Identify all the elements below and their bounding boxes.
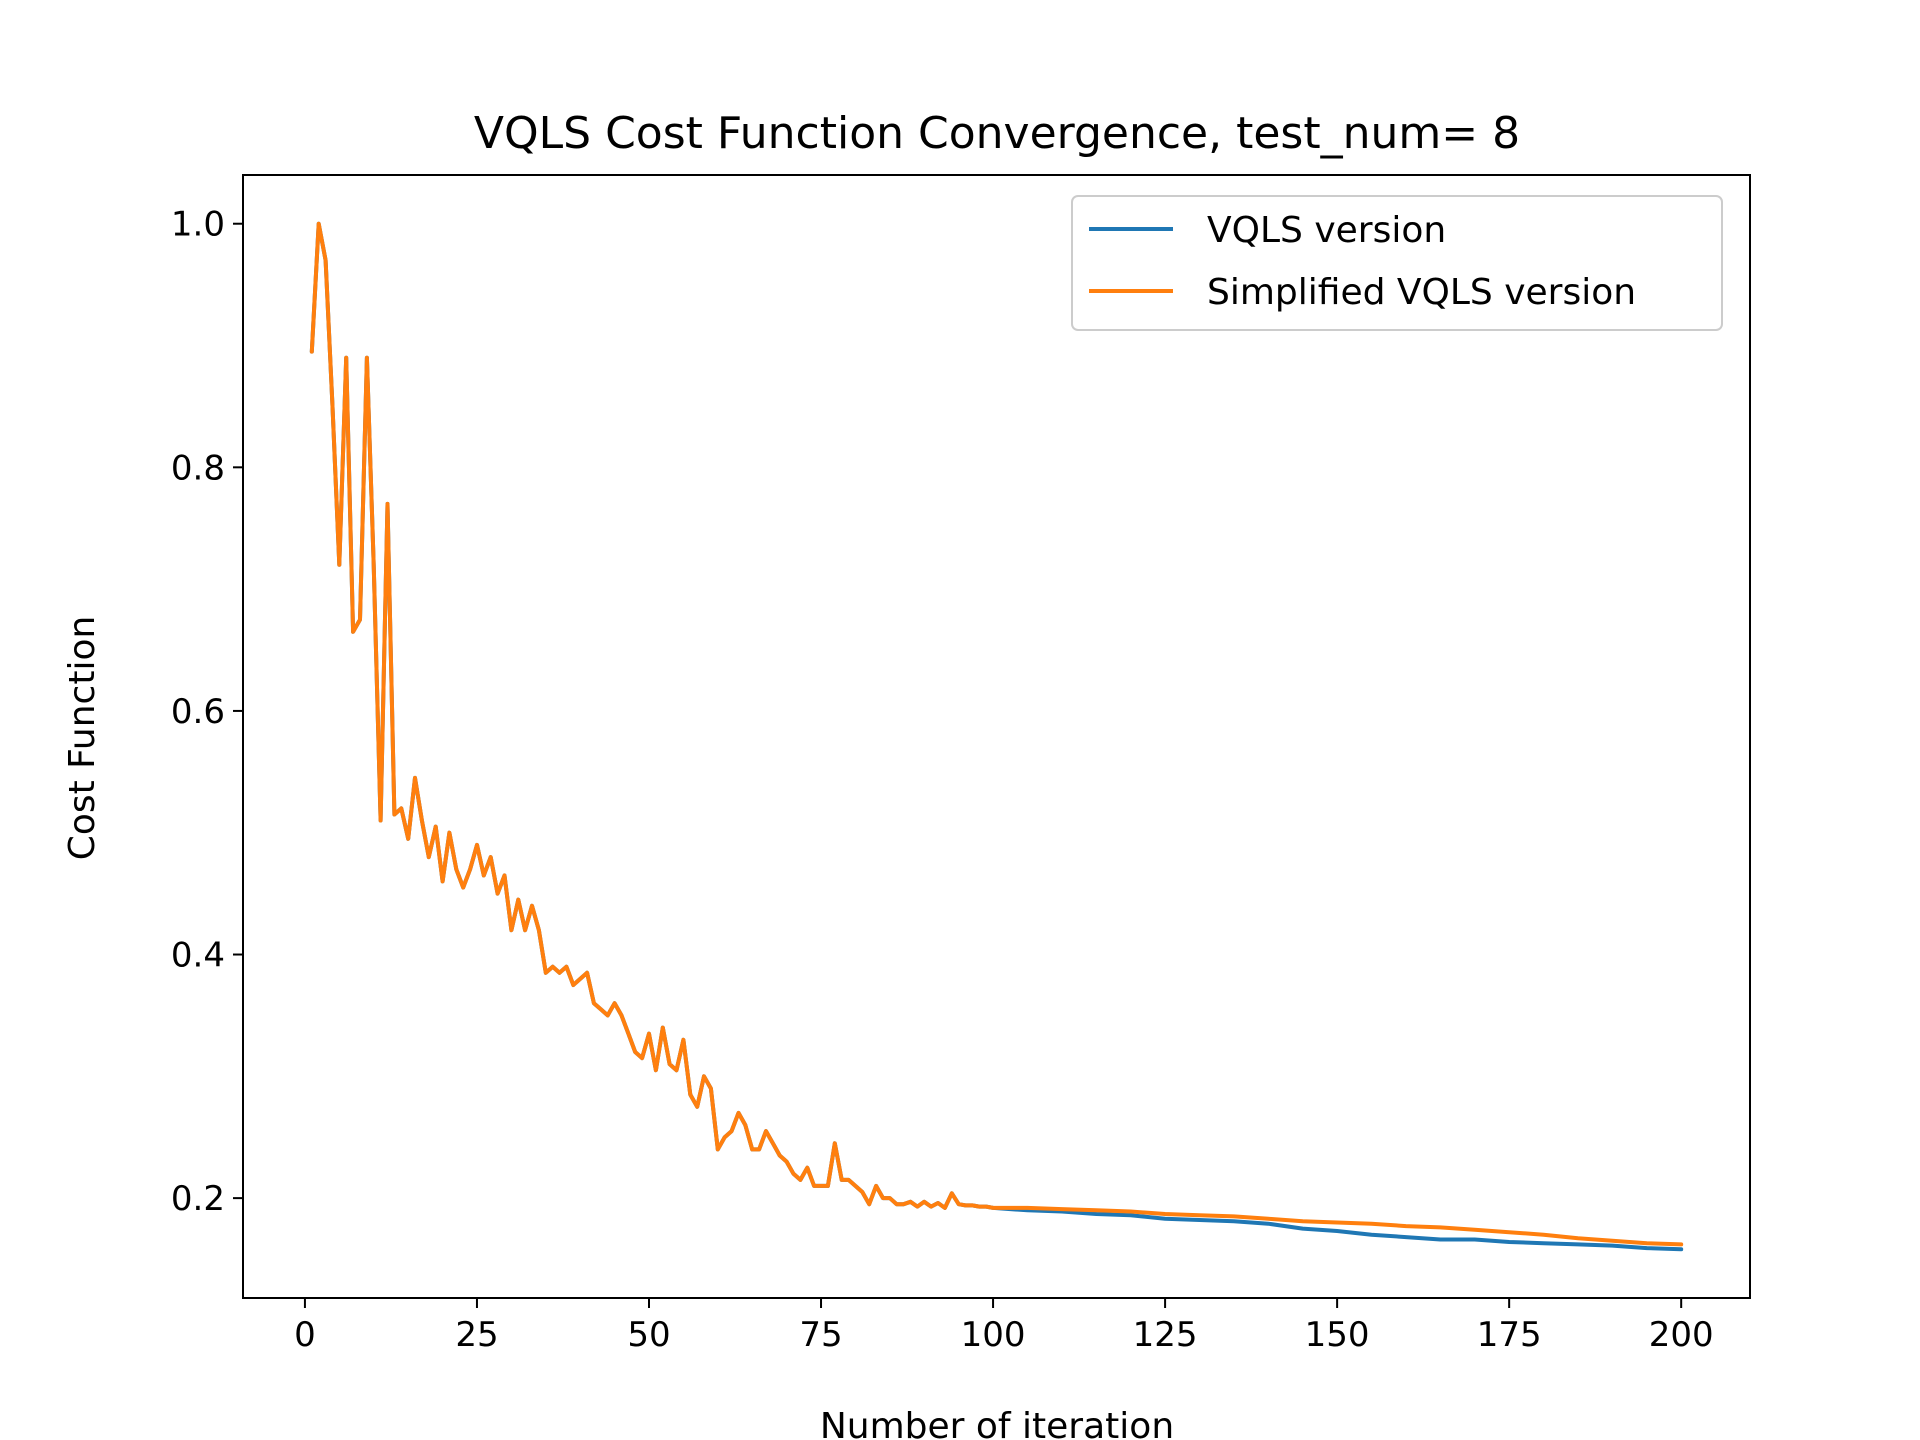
y-tick-label: 0.6 [171, 692, 225, 732]
series-layer [309, 221, 1684, 1252]
legend: VQLS version Simplified VQLS version [1071, 195, 1723, 331]
x-tick-label: 0 [294, 1315, 316, 1355]
y-tick-label: 0.2 [171, 1179, 225, 1219]
x-tick-label: 125 [1133, 1315, 1198, 1355]
x-tick-label: 200 [1649, 1315, 1714, 1355]
chart-title: VQLS Cost Function Convergence, test_num… [474, 108, 1520, 159]
x-tick-label: 25 [455, 1315, 498, 1355]
y-axis-label: Cost Function [62, 616, 103, 861]
y-tick-label: 1.0 [171, 205, 225, 245]
x-tick-label: 50 [627, 1315, 670, 1355]
plot-frame [242, 174, 1751, 1299]
legend-label-1: VQLS version [1207, 210, 1446, 251]
legend-label-2: Simplified VQLS version [1207, 272, 1636, 313]
y-tick-label: 0.8 [171, 448, 225, 488]
x-tick-label: 100 [961, 1315, 1026, 1355]
x-axis-label: Number of iteration [820, 1406, 1174, 1440]
legend-box [1071, 195, 1723, 331]
series-line-2 [309, 221, 1684, 1247]
x-tick-label: 150 [1305, 1315, 1370, 1355]
x-axis-ticks: 0 25 50 75 100 125 150 175 200 [294, 1298, 1714, 1355]
y-axis-ticks: 0.2 0.4 0.6 0.8 1.0 [171, 205, 243, 1219]
x-tick-label: 175 [1477, 1315, 1542, 1355]
y-tick-label: 0.4 [171, 936, 225, 976]
x-tick-label: 75 [799, 1315, 842, 1355]
